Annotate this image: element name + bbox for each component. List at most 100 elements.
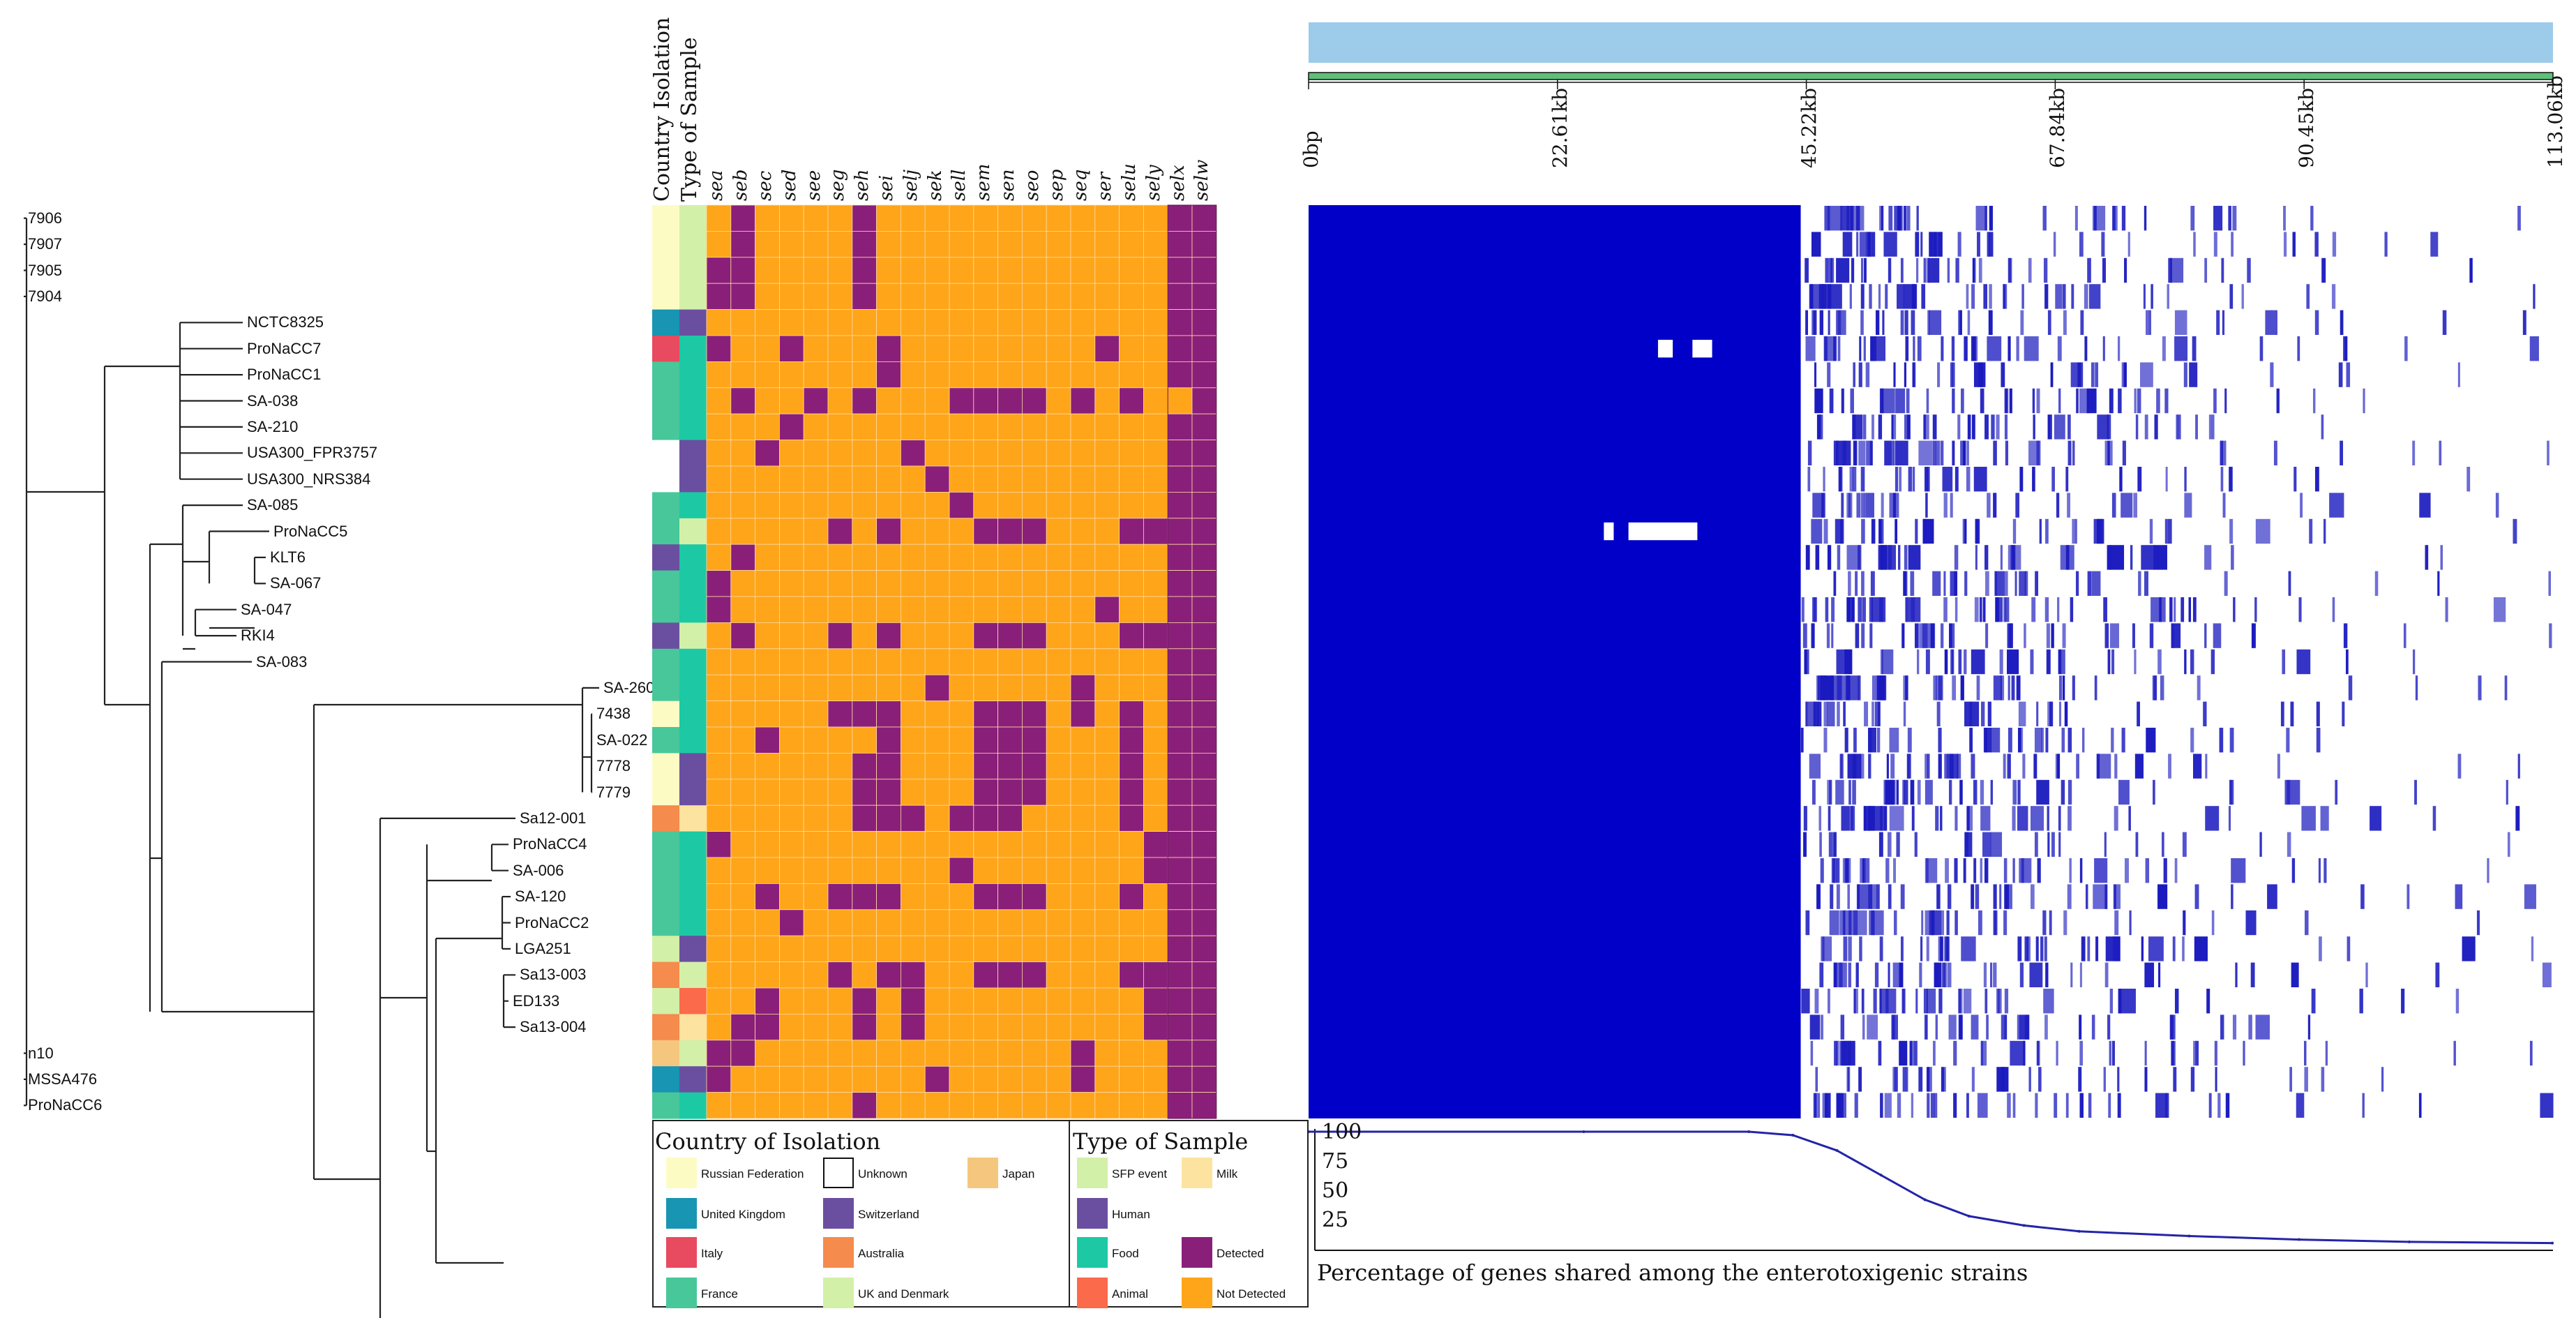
- shared-plot-ytick-label: 25: [1322, 1208, 1349, 1232]
- legend-swatch: [1182, 1278, 1212, 1308]
- legend-label: Detected: [1217, 1247, 1265, 1260]
- legend-swatch: [666, 1278, 697, 1308]
- legend-label: SFP event: [1112, 1167, 1168, 1181]
- strain-label: KLT6: [270, 548, 306, 566]
- header-country-isolation: Country Isolation: [649, 17, 675, 202]
- ruler-tick-label: 45.22kb: [1797, 87, 1821, 168]
- legend-swatch: [1077, 1198, 1108, 1229]
- legend-label: Italy: [701, 1247, 723, 1260]
- legend-swatch: [1182, 1237, 1212, 1268]
- strain-label: MSSA476: [28, 1070, 98, 1088]
- strain-label: ProNaCC1: [247, 366, 322, 384]
- strain-label: SA-047: [241, 600, 292, 618]
- legend-swatch: [823, 1278, 854, 1308]
- ruler-tick-label: 22.61kb: [1548, 87, 1572, 168]
- strain-label: ProNaCC2: [515, 913, 589, 931]
- gene-header-see: see: [803, 170, 824, 201]
- strain-label: 7778: [596, 757, 631, 775]
- legend-label: Russian Federation: [701, 1167, 804, 1181]
- strain-label: Sa12-001: [520, 809, 587, 827]
- legend-swatch: [666, 1198, 697, 1229]
- gene-header-sell: sell: [949, 169, 970, 201]
- strain-label: ProNaCC5: [273, 522, 348, 540]
- gene-header-sen: sen: [997, 169, 1018, 201]
- strain-label: SA-022: [596, 731, 648, 749]
- strain-label: USA300_NRS384: [247, 470, 371, 488]
- gene-header-selx: selx: [1167, 165, 1189, 201]
- strain-label: ED133: [513, 991, 560, 1010]
- legend-swatch: [1077, 1237, 1108, 1268]
- strain-label: SA-038: [247, 391, 299, 410]
- legend-type-box: Type of Sample SFP event Milk Human Food Det…: [1069, 1120, 1309, 1308]
- strain-label: 7906: [28, 209, 62, 227]
- header-type-of-sample: Type of Sample: [677, 37, 702, 202]
- gene-header-sed: sed: [778, 169, 800, 201]
- ruler-tick-label: 90.45kb: [2295, 87, 2319, 168]
- legend-swatch: [1077, 1278, 1108, 1308]
- ruler-tick-label: 67.84kb: [2046, 87, 2070, 168]
- shared-genes-caption: Percentage of genes shared among the ent…: [1317, 1259, 2028, 1286]
- shared-plot-ytick-label: 100: [1322, 1120, 1362, 1144]
- gene-header-seb: seb: [730, 169, 752, 201]
- gene-header-seg: seg: [827, 169, 849, 201]
- legend-country-box: Country of Isolation Russian Federation U…: [652, 1120, 1127, 1308]
- gene-header-sep: sep: [1046, 169, 1067, 201]
- strain-label: SA-067: [270, 574, 322, 592]
- legend-swatch: [823, 1198, 854, 1229]
- strain-label: 7905: [28, 261, 62, 279]
- legend-label: Switzerland: [858, 1208, 919, 1221]
- legend-label: United Kingdom: [701, 1208, 785, 1221]
- strain-label: SA-085: [247, 496, 299, 514]
- legend-swatch: [823, 1158, 854, 1188]
- gene-header-seo: seo: [1021, 170, 1043, 201]
- strain-label: ProNaCC6: [28, 1096, 103, 1114]
- legend-country-title: Country of Isolation: [655, 1128, 881, 1155]
- legend-swatch: [666, 1158, 697, 1188]
- gene-header-sei: sei: [876, 174, 897, 201]
- legend-label: Milk: [1217, 1167, 1238, 1181]
- strain-label: LGA251: [515, 939, 571, 957]
- strain-label: 7907: [28, 235, 62, 253]
- legend-swatch: [823, 1237, 854, 1268]
- gene-header-seq: seq: [1070, 169, 1092, 201]
- legend-label: Japan: [1002, 1167, 1035, 1181]
- legend-label: Human: [1112, 1208, 1150, 1221]
- strain-label: SA-260: [603, 678, 655, 696]
- legend-label: France: [701, 1287, 738, 1301]
- shared-plot-ytick-label: 75: [1322, 1149, 1349, 1174]
- gene-header-selu: selu: [1119, 163, 1140, 201]
- strain-label: ProNaCC7: [247, 339, 322, 357]
- strain-label: SA-120: [515, 888, 566, 906]
- gene-header-sec: sec: [755, 170, 776, 201]
- legend-label: Not Detected: [1217, 1287, 1286, 1301]
- strain-label: 7904: [28, 287, 62, 305]
- strain-label: SA-210: [247, 417, 299, 435]
- legend-label: Animal: [1112, 1287, 1148, 1301]
- legend-swatch: [1182, 1158, 1212, 1188]
- legend-swatch: [1077, 1158, 1108, 1188]
- gene-header-selw: selw: [1191, 159, 1213, 201]
- strain-label: SA-083: [256, 652, 308, 671]
- ruler-tick-label: 0bp: [1300, 130, 1323, 168]
- gene-header-sely: sely: [1143, 165, 1164, 201]
- gene-header-sek: sek: [924, 170, 946, 201]
- strain-label: Sa13-003: [520, 966, 587, 984]
- gene-header-sea: sea: [706, 170, 728, 201]
- strain-label: USA300_FPR3757: [247, 444, 378, 462]
- legend-swatch: [666, 1237, 697, 1268]
- strain-label: 7438: [596, 705, 631, 723]
- strain-label: Sa13-004: [520, 1018, 587, 1036]
- gene-header-sem: sem: [973, 163, 995, 201]
- ruler-tick-label: 113.06kb: [2544, 75, 2567, 168]
- strain-label: n10: [28, 1044, 54, 1062]
- strain-label: ProNaCC4: [513, 835, 587, 853]
- gene-header-ser: ser: [1094, 172, 1116, 201]
- legend-label: UK and Denmark: [858, 1287, 949, 1301]
- legend-label: Australia: [858, 1247, 905, 1260]
- strain-label: NCTC8325: [247, 313, 324, 331]
- legend-swatch: [967, 1158, 998, 1188]
- legend-label: Unknown: [858, 1167, 907, 1181]
- gene-header-selj: selj: [900, 169, 921, 201]
